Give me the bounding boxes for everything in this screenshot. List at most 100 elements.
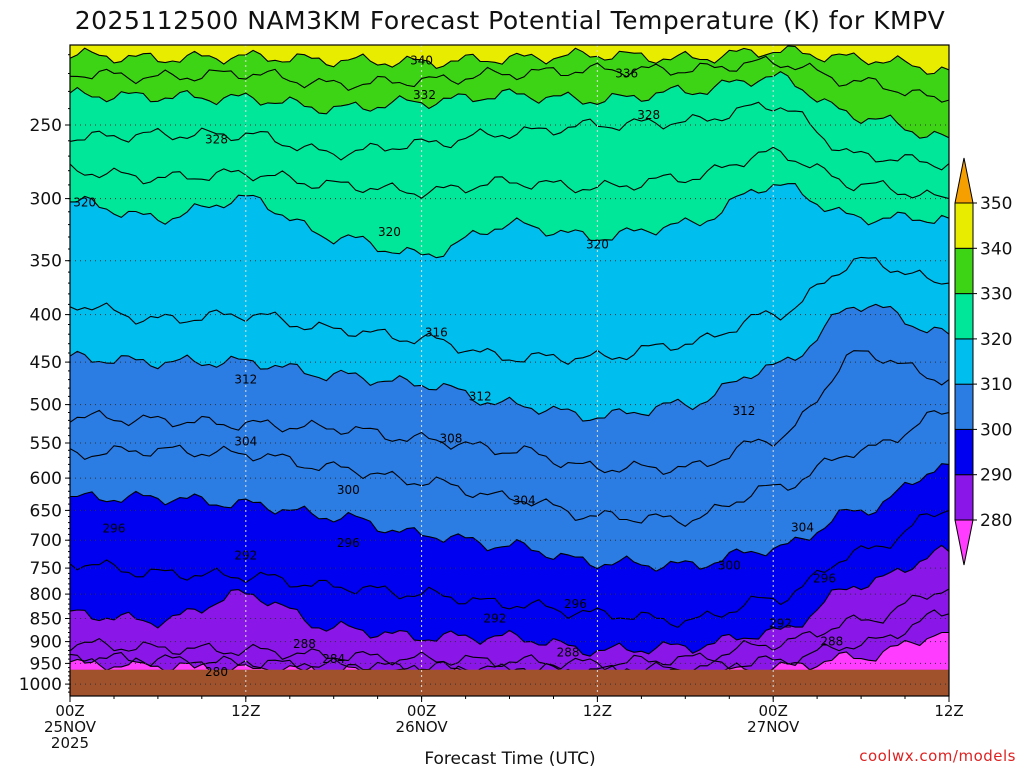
isentrope-line [70, 609, 949, 677]
colorbar-bin [954, 338, 974, 385]
isentrope-line [70, 463, 949, 572]
pressure-tick-label: 700 [30, 531, 62, 551]
contour-label: 312 [732, 404, 755, 418]
contour-label: 340 [410, 53, 433, 67]
contour-label: 288 [820, 635, 843, 649]
contour-label: 292 [483, 612, 506, 626]
colorbar-bin [954, 474, 974, 521]
colorbar-arrow-top [954, 157, 974, 204]
pressure-tick-label: 250 [30, 116, 62, 136]
isentrope-line [70, 55, 949, 103]
contour-label: 300 [337, 483, 360, 497]
isentrope-line [70, 101, 949, 171]
pressure-tick-label: 300 [30, 190, 62, 210]
time-tick-label: 00Z [55, 702, 84, 720]
theta-band [70, 183, 949, 365]
time-tick-label: 12Z [934, 702, 963, 720]
pressure-tick-label: 500 [30, 396, 62, 416]
isentrope-line [70, 588, 949, 671]
contour-label: 280 [205, 665, 228, 679]
contour-label: 308 [439, 432, 462, 446]
x-axis-label: Forecast Time (UTC) [424, 749, 595, 768]
theta-band [70, 410, 949, 572]
time-tick-label: 25NOV [44, 718, 97, 736]
colorbar-arrow-bottom [954, 519, 974, 566]
contour-label: 292 [234, 549, 257, 563]
time-tick-label: 00Z [407, 702, 436, 720]
isentrope-line [70, 45, 949, 75]
pressure-tick-label: 800 [30, 585, 62, 605]
colorbar-label: 290 [980, 466, 1012, 486]
contour-label: 320 [586, 237, 609, 251]
theta-band [70, 45, 949, 103]
contour-label: 328 [205, 132, 228, 146]
contour-label: 304 [513, 493, 536, 507]
terrain-fill [70, 669, 949, 696]
contour-label: 296 [564, 597, 587, 611]
contour-label: 316 [425, 325, 448, 339]
theta-band [70, 304, 949, 475]
time-tick-label: 12Z [231, 702, 260, 720]
theta-band [70, 545, 949, 670]
time-tick-label: 27NOV [747, 718, 800, 736]
isentrope-line [70, 303, 949, 422]
colorbar-bin [954, 247, 974, 295]
theta-band [70, 350, 949, 527]
contour-label: 328 [637, 108, 660, 122]
colorbar-label: 280 [980, 511, 1012, 531]
source-credit: coolwx.com/models [859, 747, 1016, 765]
isentrope-line [70, 350, 949, 476]
contour-label: 300 [718, 558, 741, 572]
pressure-axis: 250 300 350 400 450 500 550 600 650 700 750 800 850 9… [19, 54, 70, 695]
contour-label: 332 [413, 88, 436, 102]
pressure-tick-label: 650 [30, 501, 62, 521]
time-tick-label: 12Z [583, 702, 612, 720]
colorbar-label: 300 [980, 420, 1012, 440]
pressure-tick-label: 1000 [19, 675, 62, 695]
contour-label: 304 [234, 435, 257, 449]
pressure-tick-label: 750 [30, 559, 62, 579]
contour-label: 304 [791, 520, 814, 534]
contour-label: 296 [337, 536, 360, 550]
pressure-tick-label: 400 [30, 306, 62, 326]
colorbar-bin [954, 293, 974, 340]
theta-band [70, 56, 949, 139]
pressure-tick-label: 850 [30, 610, 62, 630]
contour-label: 288 [557, 646, 580, 660]
plot-area: 340 336 332 328 328 320 320 320 316 312 312 312 308 3… [70, 45, 949, 696]
contour-labels: 340 336 332 328 328 320 320 320 316 312 312 312 308 3… [73, 53, 843, 678]
time-tick-label: 00Z [759, 702, 788, 720]
time-tick-label: 26NOV [396, 718, 449, 736]
theta-band [70, 45, 949, 75]
pressure-tick-label: 600 [30, 469, 62, 489]
colorbar-label: 350 [980, 194, 1012, 214]
pressure-tick-label: 900 [30, 633, 62, 653]
isentrope-line [70, 544, 949, 657]
theta-band [70, 609, 949, 684]
colorbar: 280 290 300 310 320 330 340 350 [954, 157, 1012, 566]
colorbar-bin [954, 428, 974, 476]
theta-color-bands [70, 45, 949, 696]
contour-label: 296 [813, 572, 836, 586]
pressure-tick-label: 950 [30, 654, 62, 674]
pressure-tick-label: 550 [30, 434, 62, 454]
colorbar-label: 330 [980, 285, 1012, 305]
colorbar-label: 340 [980, 239, 1012, 259]
colorbar-bin [954, 383, 974, 430]
colorbar-label: 320 [980, 330, 1012, 350]
theta-band [70, 71, 949, 170]
theta-band [70, 147, 949, 258]
isentrope-line [70, 71, 949, 139]
contour-label: 320 [378, 225, 401, 239]
contour-label: 292 [769, 616, 792, 630]
colorbar-label: 310 [980, 375, 1012, 395]
contour-label: 284 [322, 652, 345, 666]
contour-label: 312 [469, 389, 492, 403]
time-tick-label: 2025 [51, 734, 89, 752]
theta-band [70, 102, 949, 199]
isentrope-line [70, 410, 949, 527]
chart-title: 2025112500 NAM3KM Forecast Potential Tem… [75, 6, 946, 35]
grid-lines [70, 45, 949, 696]
